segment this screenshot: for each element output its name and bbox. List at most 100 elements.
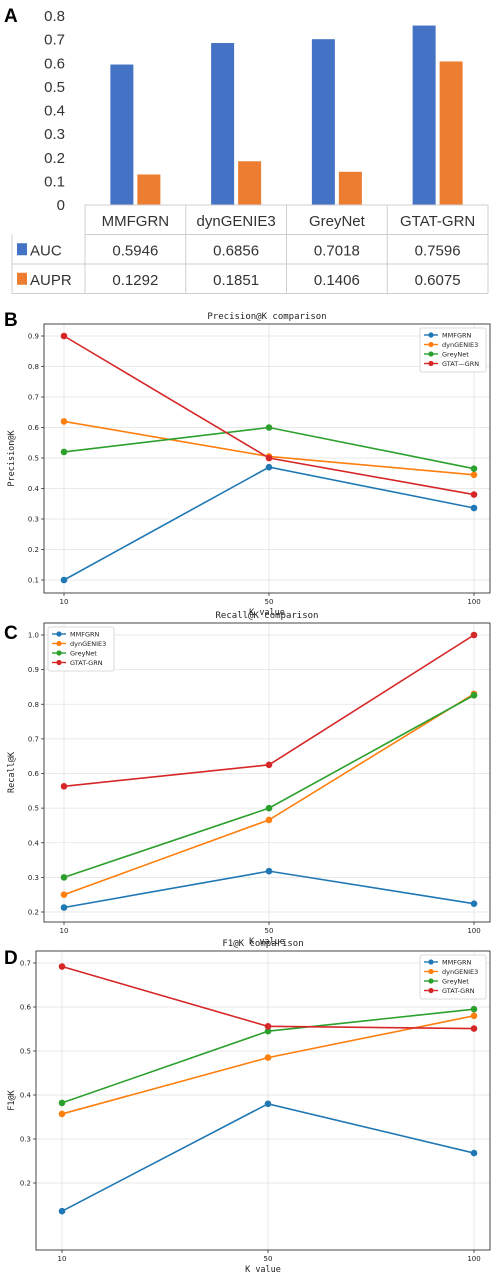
table-category: MMFGRN: [102, 213, 170, 230]
chart-title: Precision@K comparison: [207, 312, 326, 322]
data-point: [265, 761, 273, 769]
bar-auc: [311, 39, 335, 205]
table-value: 0.1851: [213, 272, 259, 289]
legend-label: MMFGRN: [442, 958, 472, 966]
y-tick-label: 0.7: [28, 735, 39, 743]
legend-marker: [428, 332, 434, 338]
y-tick-label: 0.6: [28, 424, 40, 432]
legend-marker: [428, 351, 434, 357]
y-tick-label: 0.4: [28, 839, 40, 847]
table-value: 0.6856: [213, 242, 259, 259]
y-tick-label: 0.3: [44, 126, 65, 143]
y-tick-label: 0.4: [28, 485, 40, 493]
bar-aupr: [439, 61, 463, 206]
data-point: [58, 963, 66, 970]
data-point: [58, 1207, 66, 1215]
y-tick-label: 0.2: [20, 1180, 31, 1188]
y-tick-label: 0.9: [28, 666, 39, 674]
x-tick-label: 50: [265, 927, 274, 935]
legend-label: dynGENIE3: [442, 341, 478, 349]
bar-auc: [211, 43, 235, 205]
panel-letter-d: D: [4, 948, 18, 969]
legend-marker: [428, 360, 434, 367]
table-value: 0.7018: [314, 242, 360, 259]
data-point: [265, 424, 273, 431]
y-tick-label: 0.4: [20, 1092, 32, 1100]
legend-marker: [428, 968, 434, 975]
legend-label: AUPR: [30, 272, 72, 289]
y-tick-label: 0.2: [28, 909, 39, 917]
data-point: [265, 816, 273, 824]
y-tick-label: 0.3: [20, 1136, 31, 1144]
legend-marker: [428, 978, 434, 984]
x-tick-label: 10: [60, 598, 69, 606]
data-point: [264, 1100, 272, 1108]
y-tick-label: 0.7: [28, 394, 39, 402]
panel-letter-a: A: [4, 6, 18, 27]
legend-label: dynGENIE3: [442, 968, 478, 976]
legend-box: [47, 626, 115, 672]
legend-label: MMFGRN: [442, 331, 472, 339]
data-point: [265, 867, 273, 875]
y-tick-label: 0.5: [44, 79, 65, 96]
table-value: 0.7596: [415, 242, 461, 259]
data-point: [470, 504, 478, 512]
table-category: GTAT-GRN: [400, 213, 475, 230]
y-tick-label: 0.5: [28, 455, 39, 463]
panel-b: B 0.1 0.2 0.3 0.4 0.5 0.6 0.7 0.8 0.9 10 50 100 Preci…: [4, 310, 491, 618]
table-category: GreyNet: [309, 213, 366, 230]
data-point: [470, 631, 478, 639]
legend-label: GTAT—GRN: [442, 360, 479, 368]
panel-c: C 0.2 0.3 0.4 0.5 0.6 0.7 0.8 0.9 1.0 10 50 100 Recal…: [4, 611, 491, 947]
data-point: [58, 1110, 66, 1118]
data-point: [60, 904, 68, 911]
data-point: [470, 1025, 478, 1032]
y-axis-label: Precision@K: [7, 429, 17, 486]
legend-marker: [428, 959, 434, 965]
data-point: [264, 1054, 272, 1061]
data-point: [470, 471, 478, 479]
y-tick-label: 0.4: [44, 103, 65, 120]
data-point: [470, 491, 478, 498]
x-tick-label: 100: [467, 927, 480, 935]
panel-d: D 0.2 0.3 0.4 0.5 0.6 0.7 10 50 100 F1@K compariso…: [4, 939, 491, 1275]
legend-marker: [56, 631, 62, 637]
data-point: [470, 465, 478, 472]
x-axis-label: K value: [245, 1265, 281, 1275]
data-point: [60, 891, 68, 898]
y-tick-label: 0.6: [28, 770, 40, 778]
y-tick-label: 0.5: [28, 805, 39, 813]
data-point: [264, 1027, 272, 1035]
legend-marker: [428, 341, 434, 348]
bar-auc: [412, 25, 436, 206]
x-axis-label: K value: [249, 937, 285, 947]
data-point: [470, 900, 478, 907]
bar-auc: [110, 64, 134, 205]
data-point: [264, 1023, 272, 1030]
table-value: 0.1406: [314, 272, 360, 289]
data-point: [265, 463, 273, 471]
y-tick-label: 0.3: [28, 516, 39, 524]
y-tick-label: 0.1: [28, 577, 39, 585]
y-axis-label: F1@K: [7, 1089, 17, 1110]
legend-label: GTAT-GRN: [70, 659, 103, 667]
x-tick-label: 10: [58, 1255, 67, 1263]
chart-title: Recall@K comparison: [216, 611, 319, 621]
legend-box: [419, 954, 487, 1000]
y-tick-label: 0.3: [28, 874, 39, 882]
bar-aupr: [137, 174, 161, 205]
data-point: [470, 1012, 478, 1020]
y-tick-label: 0.7: [44, 32, 65, 49]
bar-aupr: [338, 171, 362, 205]
data-point: [60, 874, 68, 881]
table-value: 0.5946: [112, 242, 158, 259]
panel-letter-c: C: [4, 623, 18, 644]
plot-frame: [43, 323, 491, 594]
plot-frame: [35, 950, 491, 1251]
legend-label: GreyNet: [442, 350, 469, 358]
data-point: [470, 1005, 478, 1013]
legend-label: GTAT-GRN: [442, 987, 475, 995]
x-tick-label: 50: [265, 598, 274, 606]
legend-marker: [56, 640, 62, 647]
